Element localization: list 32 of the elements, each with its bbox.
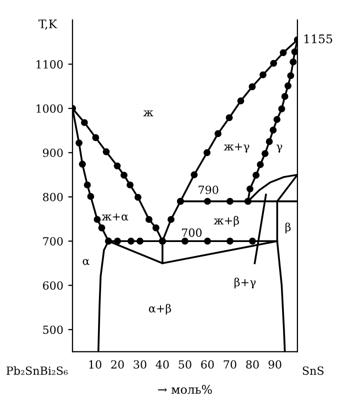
x-tick-label: 90 [268, 360, 282, 369]
annotation: 1155 [304, 34, 332, 44]
annotation: 790 [198, 186, 218, 194]
annotation: α [82, 258, 90, 266]
annotation: γ [276, 144, 282, 153]
y-tick-label: 1000 [36, 104, 63, 113]
x-tick-label: 10 [89, 360, 102, 369]
annotation: β [285, 222, 291, 234]
x-tick-label: 50 [178, 360, 192, 369]
annotation: α+β [148, 304, 172, 315]
annotation: ж+α [102, 213, 128, 221]
x-tick-label: 80 [246, 360, 259, 369]
y-tick-label: 600 [43, 281, 63, 290]
text: Pb₂SnBi₂S₆ [6, 366, 68, 375]
y-tick-label: 1100 [36, 60, 63, 69]
y-tick-label: 500 [43, 326, 63, 334]
annotation: ж+γ [224, 143, 250, 153]
x-tick-label: 20 [111, 360, 124, 369]
x-axis-title: → моль% [158, 384, 212, 394]
text: SnS [302, 366, 324, 375]
x-tick-label: 70 [224, 360, 236, 369]
y-tick-label: 800 [43, 192, 63, 202]
y-tick-label: 700 [43, 237, 63, 246]
annotation: ж [143, 110, 154, 116]
x-tick-label: 40 [156, 360, 169, 369]
y-axis-title: T,K [38, 20, 58, 30]
annotation: 700 [182, 228, 202, 237]
annotation: ж+β [214, 216, 239, 227]
x-tick-label: 60 [201, 360, 214, 369]
y-tick-label: 900 [42, 148, 63, 158]
x-tick-label: 30 [134, 360, 146, 369]
annotation: β+γ [234, 278, 256, 288]
